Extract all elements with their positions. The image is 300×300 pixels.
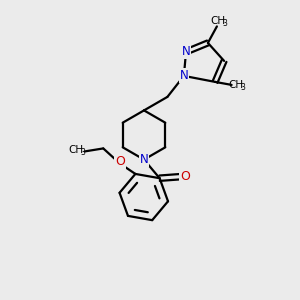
Text: 3: 3 bbox=[240, 83, 245, 92]
Text: CH: CH bbox=[229, 80, 244, 90]
Text: CH: CH bbox=[211, 16, 226, 26]
Text: N: N bbox=[140, 153, 148, 166]
Text: N: N bbox=[179, 69, 188, 82]
Text: N: N bbox=[182, 45, 190, 58]
Text: O: O bbox=[115, 155, 125, 168]
Text: O: O bbox=[181, 170, 190, 183]
Text: 3: 3 bbox=[80, 148, 85, 158]
Text: 3: 3 bbox=[223, 19, 227, 28]
Text: CH: CH bbox=[69, 145, 84, 155]
